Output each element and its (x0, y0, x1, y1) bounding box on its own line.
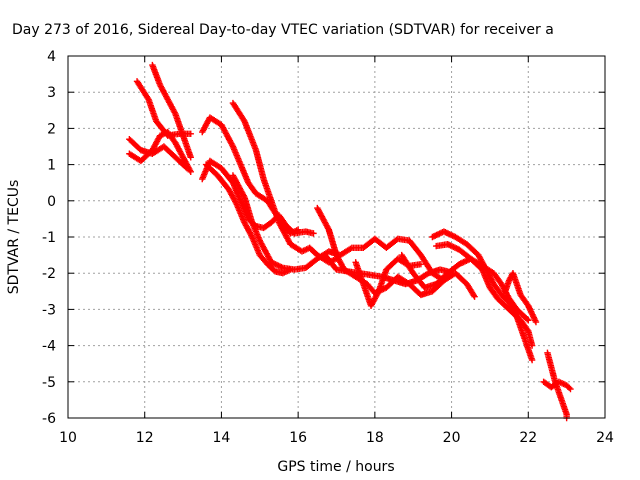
series-trace-h (229, 99, 340, 266)
y-tick-label: -3 (42, 302, 56, 318)
y-tick-label: 1 (47, 158, 56, 174)
data-point (187, 168, 194, 176)
x-tick-label: 24 (596, 430, 614, 446)
y-tick-label: -2 (42, 266, 56, 282)
series-trace-j (314, 204, 478, 300)
data-point (567, 385, 574, 393)
data-point (528, 356, 536, 364)
data-point (525, 317, 532, 324)
data-point (187, 154, 194, 161)
data-point (524, 326, 531, 333)
x-tick-label: 22 (519, 430, 537, 446)
y-tick-label: 2 (47, 121, 56, 137)
x-tick-label: 12 (136, 430, 154, 446)
y-tick-label: 3 (47, 85, 56, 101)
series-trace-o (433, 241, 536, 349)
x-tick-label: 20 (443, 430, 461, 446)
series-trace-f (199, 114, 302, 237)
data-point (523, 315, 531, 323)
data-point (566, 384, 573, 392)
x-tick-label: 16 (289, 430, 307, 446)
data-points (126, 61, 574, 422)
data-point (417, 260, 425, 268)
series-trace-d (149, 61, 194, 161)
series-trace-p (502, 270, 540, 326)
x-tick-label: 18 (366, 430, 384, 446)
data-point (310, 230, 317, 237)
y-tick-label: -6 (42, 411, 56, 427)
data-point (471, 293, 478, 300)
data-point (294, 226, 302, 233)
data-point (528, 342, 536, 349)
data-point (144, 94, 151, 102)
series-trace-r (540, 378, 574, 393)
y-axis-label: SDTVAR / TECUs (6, 180, 22, 295)
series-trace-q (544, 349, 570, 422)
series-trace-b (126, 128, 194, 176)
data-point (187, 130, 194, 138)
x-tick-label: 14 (213, 430, 231, 446)
series-trace-i (229, 172, 448, 284)
x-axis-label: GPS time / hours (277, 459, 394, 475)
y-tick-label: 0 (47, 194, 56, 210)
data-point (532, 318, 540, 326)
y-tick-label: -4 (42, 339, 56, 355)
y-tick-label: -1 (42, 230, 56, 246)
series-trace-g (202, 161, 294, 277)
data-point (470, 292, 477, 299)
y-tick-label: 4 (47, 49, 56, 65)
x-tick-label: 10 (59, 430, 77, 446)
grid-lines (68, 56, 605, 418)
chart-title: Day 273 of 2016, Sidereal Day-to-day VTE… (12, 22, 554, 38)
y-tick-label: -5 (42, 375, 56, 391)
